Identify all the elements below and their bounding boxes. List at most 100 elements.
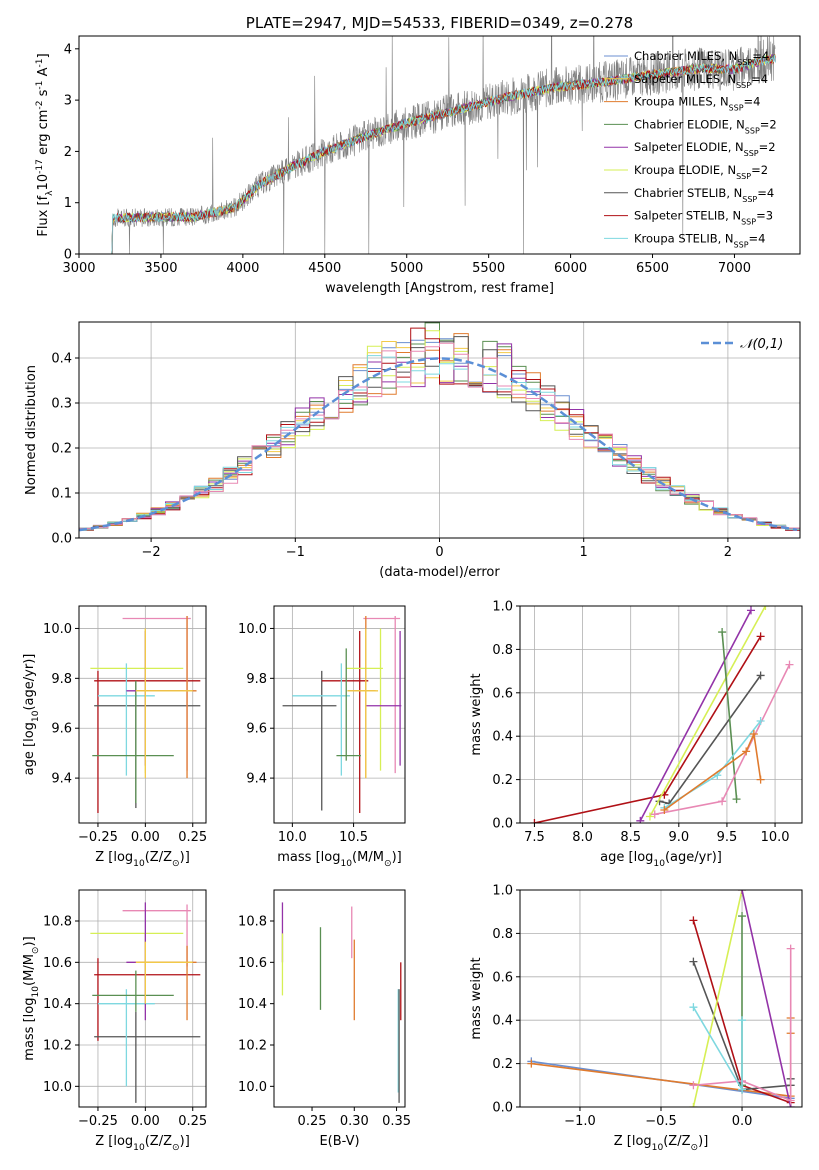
y-tick-label: 10.0 (238, 622, 267, 637)
x-tick-label: 6500 (636, 261, 669, 276)
weight-series-line (741, 890, 792, 1107)
x-axis-label: age [log10(age/yr)] (600, 850, 722, 869)
x-axis-label: mass [log10(M/M⊙)] (277, 850, 401, 869)
error-bar-point (135, 628, 193, 779)
plot-area (281, 902, 402, 1103)
x-tick-label: 10.0 (761, 830, 790, 845)
x-tick-label: 0 (435, 545, 443, 560)
weight-marker (527, 1059, 536, 1068)
y-tick-label: 0 (64, 248, 72, 263)
residuals-panel: 𝒩(0,1) −2 −1 0 1 2 0.0 0.1 0.2 0.3 0.4 (data-model)… (24, 321, 801, 580)
y-tick-label: 0.8 (492, 927, 513, 942)
y-tick-label: 3 (64, 94, 72, 109)
mass-vs-metallicity-panel: −0.25 0.00 0.25 10.0 10.2 10.4 10.6 10.8 Z [log1… (22, 889, 207, 1153)
x-tick-label: 8.0 (572, 830, 593, 845)
legend-entry: Chabrier MILES, NSSP=4 (634, 49, 769, 67)
weight-marker (756, 775, 765, 784)
y-axis-label: mass weight (469, 673, 484, 755)
y-tick-label: 0.3 (51, 397, 72, 412)
weight-marker (785, 660, 794, 669)
y-tick-label: 0.0 (51, 532, 72, 547)
x-tick-label: 9.0 (668, 830, 689, 845)
x-tick-label: 0.35 (382, 1114, 411, 1129)
y-tick-label: 0.1 (51, 487, 72, 502)
weight-marker (749, 730, 758, 739)
x-tick-label: 8.5 (620, 830, 641, 845)
x-axis-label: Z [log10(Z/Z⊙)] (95, 850, 190, 869)
weight-marker (786, 1096, 795, 1105)
weight-marker (738, 1016, 747, 1025)
legend-entry: Salpeter STELIB, NSSP=3 (634, 209, 773, 227)
axes-frame (273, 889, 406, 1108)
x-axis-label: Z [log10(Z/Z⊙)] (95, 1134, 190, 1153)
y-tick-label: 10.6 (43, 956, 72, 971)
axes-frame (78, 889, 207, 1108)
x-tick-label: 0.25 (298, 1114, 327, 1129)
error-bar-point (321, 630, 369, 814)
legend-entry: Chabrier STELIB, NSSP=4 (634, 186, 774, 204)
y-axis-label: mass weight (469, 957, 484, 1039)
x-tick-label: 9.5 (717, 830, 738, 845)
weight-marker (732, 795, 741, 804)
y-tick-label: 10.8 (238, 915, 267, 930)
x-tick-label: −0.25 (78, 1114, 118, 1129)
y-tick-label: 0.6 (492, 970, 513, 985)
spectrum-panel: Chabrier MILES, NSSP=4 Salpeter MILES, NS… (35, 14, 801, 296)
plot-area (527, 890, 795, 1107)
y-tick-label: 9.8 (51, 672, 72, 687)
model-spectrum (111, 54, 776, 254)
chart-title: PLATE=2947, MJD=54533, FIBERID=0349, z=0… (246, 14, 633, 32)
weight-marker (650, 810, 659, 819)
y-tick-label: 10.8 (43, 915, 72, 930)
x-tick-label: 7000 (718, 261, 751, 276)
weight-marker (636, 816, 645, 823)
x-axis-label: E(B-V) (319, 1134, 359, 1149)
residual-histogram (79, 327, 800, 531)
y-tick-label: 1.0 (492, 600, 513, 615)
plot-area (282, 615, 402, 814)
weight-series-line (692, 890, 743, 1107)
weight-marker (738, 890, 747, 894)
weight-series-line (693, 948, 792, 1102)
axes-frame (273, 605, 406, 824)
x-tick-label: 0.0 (732, 1114, 753, 1129)
plot-area (79, 322, 800, 532)
y-tick-label: 0.4 (492, 1014, 513, 1029)
weight-series-line (663, 731, 762, 811)
weight-series-line (721, 631, 738, 800)
x-tick-label: −0.25 (78, 830, 118, 845)
y-tick-label: 0.0 (492, 1101, 513, 1116)
weight-marker (761, 606, 770, 610)
weight-marker (756, 671, 765, 680)
y-tick-label: 0.0 (492, 817, 513, 832)
plot-area (90, 615, 201, 814)
error-bar-point (292, 663, 350, 776)
error-bar-point (94, 958, 201, 1041)
age-vs-metallicity-panel: −0.25 0.00 0.25 9.4 9.6 9.8 10.0 Z [log10(Z/Z⊙)… (22, 605, 207, 869)
y-tick-label: 0.6 (492, 686, 513, 701)
weight-marker (689, 957, 698, 966)
axes-frame (78, 605, 207, 824)
x-tick-label: 2 (724, 545, 732, 560)
weight-marker (645, 812, 654, 821)
x-tick-label: 0.25 (178, 1114, 207, 1129)
y-tick-label: 0.2 (492, 773, 513, 788)
error-bar-point (92, 970, 174, 1012)
x-tick-label: 10.0 (278, 830, 307, 845)
weight-marker (689, 916, 698, 925)
error-bar-point (346, 628, 383, 771)
weight-marker (689, 1003, 698, 1012)
x-tick-label: 3500 (144, 261, 177, 276)
weight-marker (756, 632, 765, 641)
x-tick-label: 0.00 (131, 830, 160, 845)
y-axis-label: Normed distribution (24, 365, 39, 495)
plot-area (90, 902, 201, 1103)
y-tick-label: 10.2 (238, 1039, 267, 1054)
weight-marker (689, 1103, 698, 1107)
weight-marker (718, 628, 727, 637)
model-spectrum (111, 54, 776, 254)
legend-entry: Kroupa MILES, NSSP=4 (634, 95, 760, 113)
legend-entry: Kroupa STELIB, NSSP=4 (634, 231, 765, 249)
x-tick-label: 5000 (390, 261, 423, 276)
y-tick-label: 0.2 (51, 442, 72, 457)
